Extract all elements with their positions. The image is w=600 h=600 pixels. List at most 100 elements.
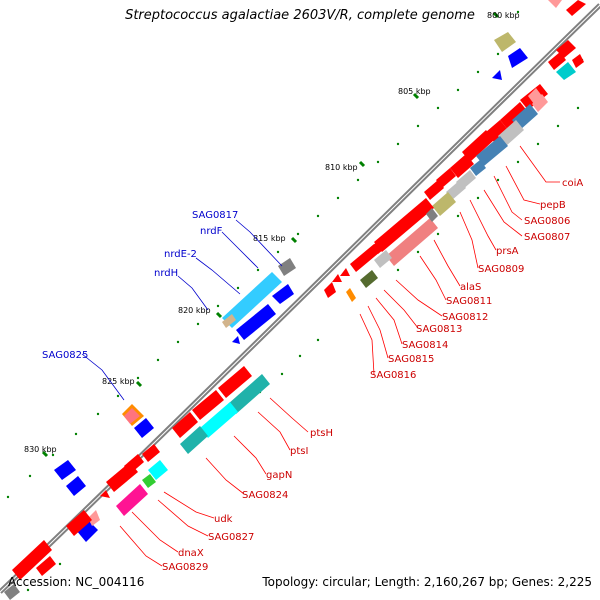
gene-arrow [88, 510, 100, 526]
gene-label: SAG0813 [416, 324, 462, 335]
scale-labels: 800 kbp 805 kbp 810 kbp 815 kbp 820 kbp … [24, 11, 520, 454]
gene-arrow [340, 268, 350, 276]
gene-arrow [148, 460, 168, 480]
gene-arrow [486, 120, 508, 142]
gene-arrow [424, 180, 444, 200]
gene-arrow [134, 418, 154, 438]
gene-arrow [528, 88, 542, 104]
gene-label: SAG0806 [524, 216, 570, 227]
gene-arrow [228, 374, 270, 414]
accession-text: Accession: NC_004116 [8, 575, 145, 589]
gene-arrow [66, 476, 86, 496]
gene-arrow [142, 444, 160, 462]
gene-label: SAG0814 [402, 340, 448, 351]
gene-arrow [100, 490, 110, 498]
gene-arrow [426, 208, 438, 222]
gene-label: SAG0815 [388, 354, 434, 365]
gene-label: alaS [460, 282, 481, 293]
reverse-leaders [81, 219, 283, 401]
gene-label: prsA [496, 246, 519, 257]
gene-arrow [386, 218, 438, 266]
gene-arrow [446, 180, 466, 200]
map-title: Streptococcus agalactiae 2603V/R, comple… [125, 8, 475, 23]
gene-arrow [106, 462, 138, 492]
scale-label: 815 kbp [253, 234, 286, 243]
gene-label: gapN [266, 470, 292, 481]
gene-label: dnaX [178, 548, 204, 559]
gene-arrow [350, 244, 380, 272]
gene-label: ptsI [290, 446, 308, 457]
gene-label: SAG0817 [192, 210, 238, 221]
gene-arrow [324, 282, 336, 298]
gene-label: SAG0809 [478, 264, 524, 275]
gene-arrow [4, 584, 20, 600]
gene-arrow [36, 556, 56, 576]
gene-label: SAG0825 [42, 350, 88, 361]
gene-arrow [124, 408, 140, 424]
gene-label: nrdE-2 [164, 249, 197, 260]
gene-label: pepB [540, 200, 566, 211]
gene-arrow [476, 136, 508, 166]
scale-label: 830 kbp [24, 445, 57, 454]
scale-dots [6, 10, 520, 499]
gene-label: SAG0807 [524, 232, 570, 243]
gene-arrow [218, 366, 252, 398]
gene-label: SAG0812 [442, 312, 488, 323]
gene-label: coiA [562, 178, 583, 189]
gene-arrow [450, 154, 474, 178]
gene-arrow [508, 48, 528, 68]
gene-arrow [222, 272, 282, 328]
gene-arrow [192, 390, 224, 420]
gene-arrow [470, 160, 486, 176]
scale-ticks [41, 11, 500, 458]
gene-arrow [116, 484, 148, 516]
gene-arrow [374, 198, 434, 252]
gene-arrow [272, 284, 294, 304]
gene-arrow [572, 54, 584, 68]
scale-label: 810 kbp [325, 163, 358, 172]
gene-arrow [232, 336, 240, 344]
gene-arrow [360, 270, 378, 288]
forward-gene-labels: coiA pepB SAG0806 SAG0807 prsA SAG0809 a… [162, 178, 583, 573]
gene-arrow [236, 304, 276, 340]
gene-arrow [494, 32, 516, 52]
gene-label: SAG0816 [370, 370, 416, 381]
gene-label: udk [214, 514, 233, 525]
gene-arrow [172, 412, 198, 438]
gene-arrow [222, 314, 236, 328]
gene-arrow [548, 0, 562, 8]
gene-arrow [566, 0, 586, 16]
gene-arrow [432, 192, 456, 216]
gene-label: SAG0827 [208, 532, 254, 543]
gene-arrow [278, 258, 296, 276]
gene-arrow [532, 94, 548, 112]
gene-label: nrdF [200, 226, 223, 237]
gene-arrow [346, 288, 356, 302]
scale-label: 805 kbp [398, 87, 431, 96]
gene-arrow [332, 274, 342, 282]
scale-label: 825 kbp [102, 377, 135, 386]
gene-label: nrdH [154, 268, 178, 279]
scale-label: 820 kbp [178, 306, 211, 315]
gene-arrow [462, 130, 494, 162]
gene-arrow [200, 402, 238, 438]
gene-arrow [12, 540, 52, 580]
reverse-gene-labels: SAG0817 nrdF nrdE-2 nrdH SAG0825 [42, 210, 238, 361]
gene-arrow [556, 62, 576, 80]
gene-arrow [54, 460, 76, 480]
gene-label: ptsH [310, 428, 333, 439]
gene-arrow [66, 510, 92, 536]
gene-arrow [180, 426, 208, 454]
gene-arrow [500, 102, 528, 130]
forward-genes [4, 40, 584, 600]
gene-arrow [492, 70, 502, 80]
gene-arrow [436, 168, 456, 188]
genome-summary-text: Topology: circular; Length: 2,160,267 bp… [262, 575, 592, 589]
gene-label: SAG0829 [162, 562, 208, 573]
scale-label: 800 kbp [487, 11, 520, 20]
gene-arrow [498, 120, 524, 146]
gene-label: SAG0811 [446, 296, 492, 307]
gene-arrow [374, 250, 392, 268]
forward-leaders [119, 145, 560, 567]
